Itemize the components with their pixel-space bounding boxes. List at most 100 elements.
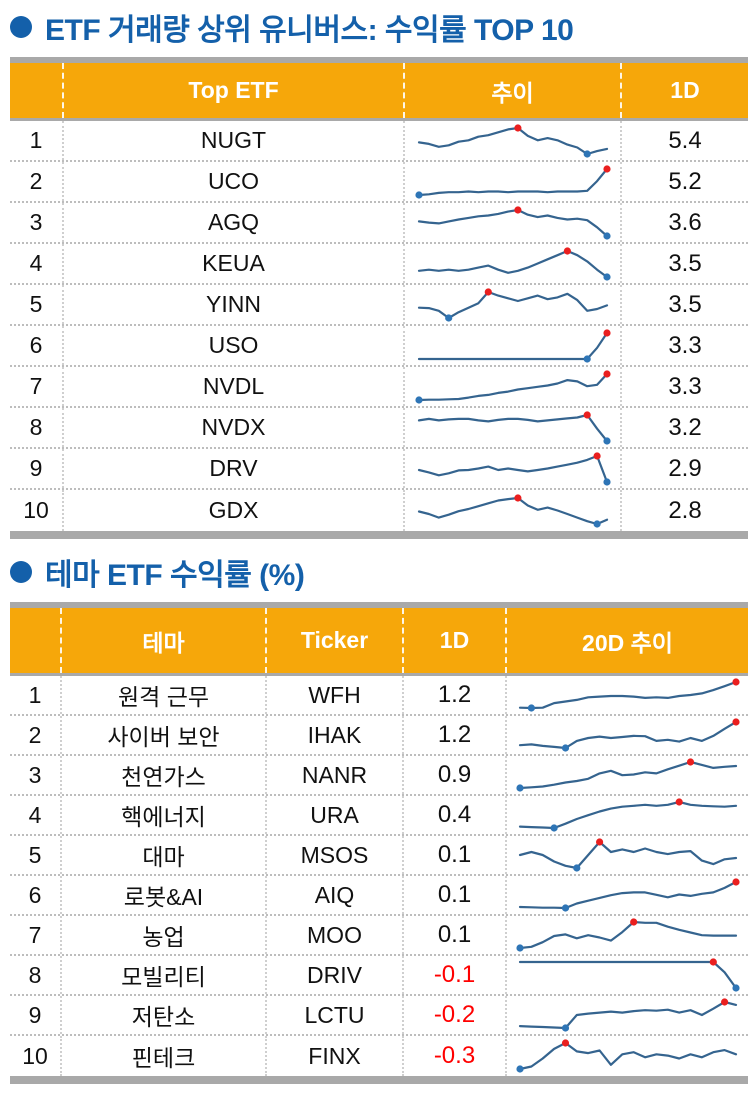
- rank-cell: 9: [29, 455, 43, 481]
- ticker-cell: NANR: [265, 756, 402, 794]
- trend-sparkline-cell: [505, 676, 748, 714]
- oneday-value-cell: 3.5: [620, 244, 748, 283]
- sparkline-chart: [417, 493, 608, 528]
- ticker-cell: MSOS: [265, 836, 402, 874]
- oneday-value-cell: 1.2: [402, 716, 505, 754]
- theme-name-cell: 핵에너지: [60, 796, 265, 834]
- oneday-value-cell: 3.3: [620, 367, 748, 406]
- table-row: 4 핵에너지 URA 0.4: [10, 796, 748, 836]
- etf-name-cell: UCO: [62, 162, 403, 201]
- trend-sparkline-cell: [403, 449, 620, 488]
- trend-sparkline-cell: [403, 121, 620, 160]
- oneday-value-cell: 0.1: [402, 836, 505, 874]
- theme-name-cell: 모빌리티: [60, 956, 265, 994]
- oneday-value-cell: -0.1: [402, 956, 505, 994]
- rank-cell: 6: [28, 881, 42, 908]
- theme-name-cell: 원격 근무: [60, 676, 265, 714]
- oneday-value-cell: 5.2: [620, 162, 748, 201]
- bullet-icon: [10, 16, 32, 38]
- rank-cell: 1: [29, 127, 43, 153]
- sparkline-chart: [518, 878, 740, 912]
- trend-sparkline-cell: [505, 996, 748, 1034]
- ticker-cell: WFH: [265, 676, 402, 714]
- sparkline-chart: [417, 451, 611, 486]
- sparkline-chart: [518, 798, 737, 832]
- oneday-value-cell: 0.1: [402, 876, 505, 914]
- etf-name-cell: NVDX: [62, 408, 403, 447]
- oneday-value-cell: 3.3: [620, 326, 748, 365]
- oneday-value-cell: 1.2: [402, 676, 505, 714]
- etf-name-cell: GDX: [62, 490, 403, 531]
- rank-cell: 8: [28, 961, 42, 988]
- etf-name-cell: USO: [62, 326, 403, 365]
- etf-name-cell: AGQ: [62, 203, 403, 242]
- trend-sparkline-cell: [403, 285, 620, 324]
- trend-sparkline-cell: [403, 162, 620, 201]
- section1-title-row: ETF 거래량 상위 유니버스: 수익률 TOP 10: [10, 6, 756, 48]
- table-row: 6 로봇&AI AIQ 0.1: [10, 876, 748, 916]
- rank-cell: 4: [29, 250, 43, 276]
- trend-sparkline-cell: [403, 326, 620, 365]
- sparkline-chart: [518, 838, 737, 872]
- table-row: 2 사이버 보안 IHAK 1.2: [10, 716, 748, 756]
- theme-name-cell: 대마: [60, 836, 265, 874]
- table2-bottom-bar: [10, 1076, 748, 1084]
- trend-sparkline-cell: [505, 756, 748, 794]
- oneday-value-cell: -0.2: [402, 996, 505, 1034]
- trend-sparkline-cell: [403, 408, 620, 447]
- table-row: 7 농업 MOO 0.1: [10, 916, 748, 956]
- sparkline-chart: [515, 758, 737, 792]
- rank-cell: 7: [28, 921, 42, 948]
- trend-sparkline-cell: [505, 836, 748, 874]
- etf-name-cell: KEUA: [62, 244, 403, 283]
- trend-sparkline-cell: [403, 244, 620, 283]
- trend-sparkline-cell: [505, 1036, 748, 1076]
- oneday-value-cell: 2.9: [620, 449, 748, 488]
- table-row: 1 원격 근무 WFH 1.2: [10, 676, 748, 716]
- table2-header-row: 테마 Ticker 1D 20D 추이: [10, 608, 748, 676]
- rank-cell: 8: [29, 414, 43, 440]
- rank-header: [10, 608, 60, 673]
- rank-header: [10, 63, 62, 118]
- table-row: 3 AGQ 3.6: [10, 203, 748, 244]
- trend-header: 20D 추이: [505, 608, 748, 673]
- table-row: 2 UCO 5.2: [10, 162, 748, 203]
- sparkline-chart: [515, 1039, 737, 1073]
- section2-title: 테마 ETF 수익률 (%): [45, 559, 305, 592]
- table1-bottom-bar: [10, 531, 748, 539]
- table-row: 10 핀테크 FINX -0.3: [10, 1036, 748, 1076]
- oneday-value-cell: 3.6: [620, 203, 748, 242]
- ticker-cell: DRIV: [265, 956, 402, 994]
- oneday-value-cell: 0.4: [402, 796, 505, 834]
- rank-cell: 2: [28, 721, 42, 748]
- theme-name-cell: 농업: [60, 916, 265, 954]
- rank-cell: 5: [28, 841, 42, 868]
- table-row: 7 NVDL 3.3: [10, 367, 748, 408]
- theme-name-cell: 사이버 보안: [60, 716, 265, 754]
- theme-name-cell: 핀테크: [60, 1036, 265, 1076]
- oneday-value-cell: 3.5: [620, 285, 748, 324]
- oneday-value-cell: 3.2: [620, 408, 748, 447]
- section2-title-row: 테마 ETF 수익률 (%): [10, 551, 756, 593]
- trend-sparkline-cell: [403, 490, 620, 531]
- rank-cell: 2: [29, 168, 43, 194]
- report-page: ETF 거래량 상위 유니버스: 수익률 TOP 10 Top ETF 추이 1…: [10, 6, 756, 1084]
- rank-cell: 3: [28, 761, 42, 788]
- table2-top-bar: [10, 602, 748, 608]
- rank-cell: 7: [29, 373, 43, 399]
- sparkline-chart: [417, 328, 611, 363]
- top-etf-table: Top ETF 추이 1D 1 NUGT 5.4 2 UCO 5.2 3 AGQ…: [10, 57, 748, 539]
- table-row: 4 KEUA 3.5: [10, 244, 748, 285]
- rank-cell: 9: [28, 1001, 42, 1028]
- table-row: 3 천연가스 NANR 0.9: [10, 756, 748, 796]
- trend-sparkline-cell: [505, 876, 748, 914]
- sparkline-chart: [518, 678, 740, 712]
- table-row: 8 모빌리티 DRIV -0.1: [10, 956, 748, 996]
- table-row: 5 대마 MSOS 0.1: [10, 836, 748, 876]
- ticker-cell: LCTU: [265, 996, 402, 1034]
- sparkline-chart: [417, 287, 608, 322]
- table-row: 1 NUGT 5.4: [10, 121, 748, 162]
- table-row: 8 NVDX 3.2: [10, 408, 748, 449]
- oneday-header: 1D: [620, 63, 748, 118]
- table-row: 9 DRV 2.9: [10, 449, 748, 490]
